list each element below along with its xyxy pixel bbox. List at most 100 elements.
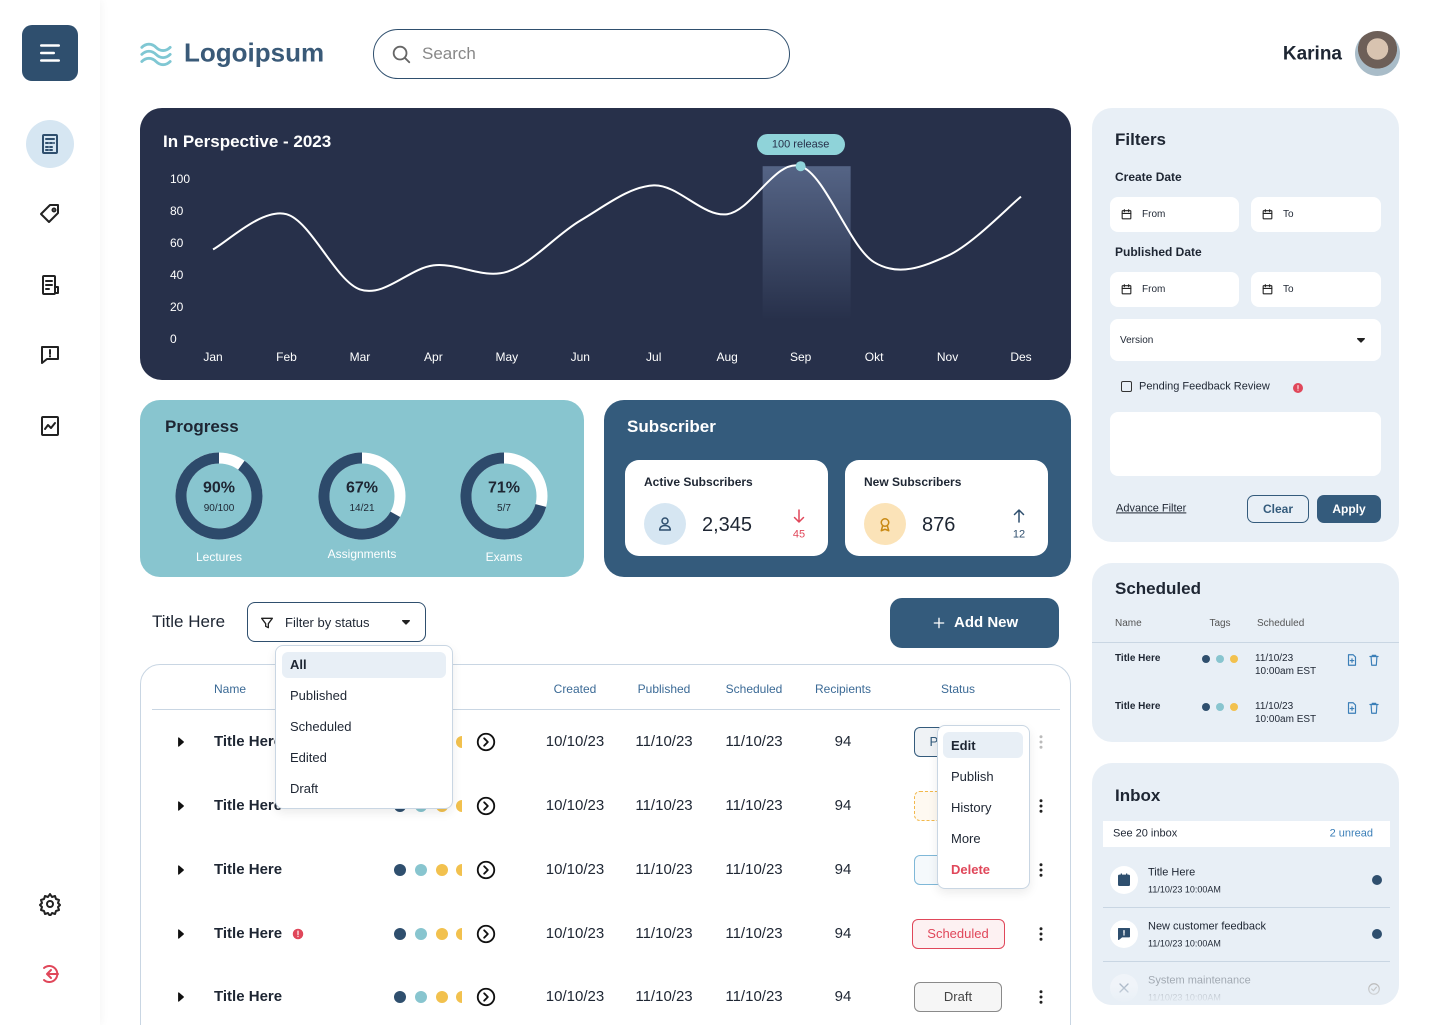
annotation-pill [756, 134, 845, 155]
notes-area[interactable] [1110, 412, 1381, 476]
table-title: Title Here [152, 611, 226, 631]
icon-part [1347, 654, 1357, 666]
tag-dot [456, 800, 462, 812]
icon-part [41, 416, 59, 436]
icon-part [392, 45, 411, 64]
ring-percent: 90% [202, 479, 236, 497]
inbox-panel [1092, 763, 1399, 1005]
icon-part [476, 860, 496, 880]
icon-part [1039, 873, 1043, 877]
progress-title: Progress [165, 416, 239, 436]
date-input[interactable] [1251, 197, 1381, 232]
tag-dot [1202, 703, 1210, 711]
icon-part [1262, 209, 1272, 219]
icon-part [1120, 873, 1128, 878]
x-tick-label: Jun [570, 349, 590, 364]
icon-part [140, 42, 172, 67]
unread-count: 2 unread [1329, 827, 1373, 840]
icon-part [1039, 995, 1043, 999]
icon-part [402, 620, 410, 625]
status-badge [914, 982, 1002, 1012]
icon-part [178, 737, 184, 747]
nav-calculator [38, 132, 62, 156]
icon-part [483, 801, 489, 811]
row-cell: 10/10/23 [545, 861, 605, 878]
row-cell: 11/10/23 [725, 861, 783, 878]
icon-part [476, 987, 496, 1007]
icon-part [933, 617, 945, 629]
version-text: Version [1120, 335, 1154, 346]
icon-part [476, 987, 496, 1007]
row-cell: 11/10/23 [635, 988, 693, 1005]
icon-part [1039, 735, 1043, 739]
header-divider [152, 709, 1060, 710]
card-change: 12 [1012, 528, 1026, 541]
y-tick-label: 0 [170, 331, 177, 346]
see-all-link: See 20 inbox [1113, 827, 1178, 840]
column-header: Name [214, 681, 247, 696]
add-new-button[interactable] [890, 598, 1059, 648]
column-header: Scheduled [725, 681, 783, 696]
option-highlight [282, 652, 446, 678]
version-select[interactable] [1110, 319, 1381, 361]
icon-part [39, 893, 61, 917]
tag-dot [456, 736, 462, 748]
icon-part [392, 45, 408, 61]
row-cell: 10/10/23 [545, 797, 605, 814]
nav-tag [38, 202, 62, 226]
x-tick-label: Sep [789, 349, 812, 364]
icon-part [41, 416, 59, 436]
icon-part [1369, 654, 1379, 666]
x-tick-label: Jan [203, 349, 223, 364]
icon-part [292, 928, 304, 940]
icon-part [1013, 509, 1025, 523]
row-cell: 10/10/23 [545, 925, 605, 942]
add-new-text: Add New [954, 614, 1019, 631]
date-placeholder: From [1142, 209, 1166, 220]
date-input[interactable] [1110, 272, 1239, 307]
checkbox[interactable] [1121, 381, 1132, 392]
tag-dot [394, 991, 406, 1003]
date-input[interactable] [1251, 272, 1381, 307]
apply-button[interactable] [1317, 495, 1381, 523]
search-box[interactable] [373, 29, 790, 79]
scheduled-name: Title Here [1115, 653, 1161, 664]
logo-icon [139, 36, 173, 70]
icon-part [1039, 990, 1043, 994]
y-tick-label: 40 [170, 267, 184, 282]
add-icon [1345, 653, 1359, 667]
column-header: Published [637, 681, 691, 696]
tag-dot [1202, 655, 1210, 663]
icon-part [178, 865, 184, 875]
scheduled-panel [1092, 563, 1399, 742]
icon-part [40, 204, 59, 223]
column-header: Created [553, 681, 597, 696]
menu-item: Publish [951, 769, 994, 785]
ring-detail: 5/7 [497, 503, 511, 514]
icon-part [1347, 654, 1357, 666]
row-cell: 11/10/23 [635, 925, 693, 942]
icon-part [1121, 284, 1131, 294]
icon-part [261, 617, 273, 629]
inbox-item-title: System maintenance [1148, 974, 1251, 987]
clear-button[interactable] [1247, 495, 1309, 523]
subscriber-title: Subscriber [627, 416, 716, 436]
row-actions [1032, 988, 1050, 1006]
icon-part [1347, 702, 1357, 714]
ring-label: Assignments [327, 546, 397, 561]
sidebar [0, 0, 100, 1025]
icon-part [1039, 927, 1043, 931]
status-filter[interactable] [247, 602, 426, 642]
icon-part [1039, 932, 1043, 936]
chart-title: In Perspective - 2023 [163, 131, 332, 151]
alert-icon [1292, 381, 1304, 393]
date-input[interactable] [1110, 197, 1239, 232]
apply-text: Apply [1332, 501, 1366, 516]
row-cell: 94 [834, 988, 852, 1005]
icon-part [140, 42, 172, 67]
row-name: Title Here [214, 733, 283, 750]
icon-part [42, 134, 58, 154]
icon-part [476, 924, 496, 944]
scheduled-column: Name [1115, 618, 1142, 629]
scheduled-column: Tags [1209, 618, 1231, 629]
